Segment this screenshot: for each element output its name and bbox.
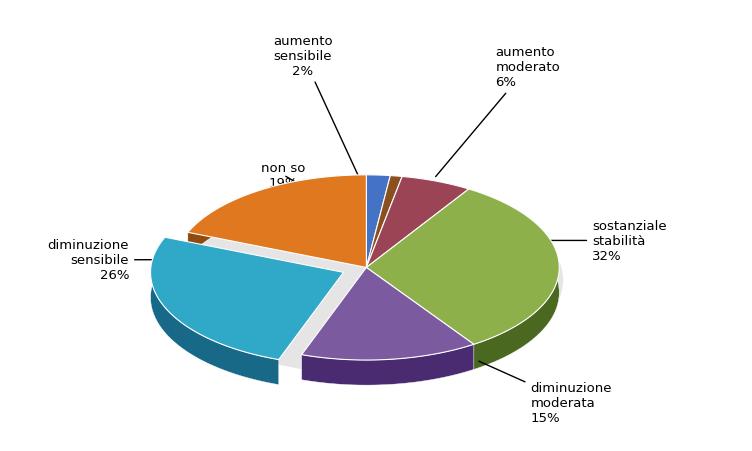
Polygon shape — [302, 268, 474, 360]
Polygon shape — [366, 175, 390, 268]
Text: diminuzione
sensibile
26%: diminuzione sensibile 26% — [47, 239, 219, 281]
Polygon shape — [366, 189, 559, 345]
Polygon shape — [366, 175, 390, 201]
Polygon shape — [188, 175, 366, 268]
Polygon shape — [366, 176, 402, 268]
Polygon shape — [302, 345, 474, 385]
Polygon shape — [150, 238, 344, 360]
Text: aumento
moderato
6%: aumento moderato 6% — [435, 46, 560, 177]
Polygon shape — [188, 175, 366, 258]
Polygon shape — [366, 177, 468, 268]
Text: sostanziale
stabilità
32%: sostanziale stabilità 32% — [523, 220, 667, 262]
Text: aumento
sensibile
2%: aumento sensibile 2% — [273, 35, 359, 179]
Polygon shape — [468, 189, 559, 369]
Text: non so
19%: non so 19% — [261, 161, 305, 189]
Text: diminuzione
moderata
15%: diminuzione moderata 15% — [479, 361, 612, 424]
Polygon shape — [402, 177, 468, 215]
Ellipse shape — [170, 186, 563, 375]
Polygon shape — [150, 238, 279, 385]
Polygon shape — [390, 176, 402, 202]
